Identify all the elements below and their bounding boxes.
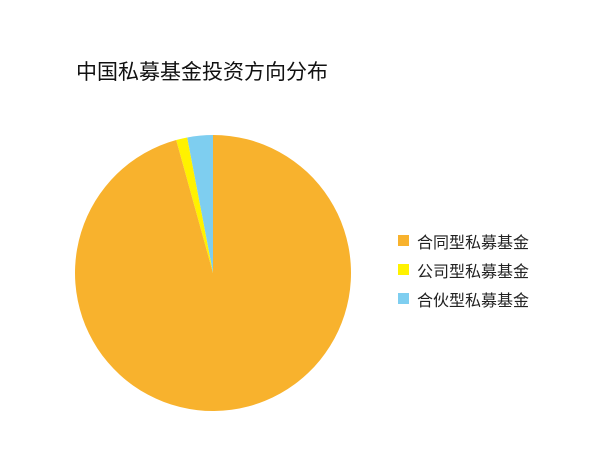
legend-swatch (398, 293, 409, 304)
legend-label: 合伙型私募基金 (417, 290, 530, 310)
legend-swatch (398, 235, 409, 246)
pie-slice-2 (75, 135, 352, 412)
pie-slice-1 (176, 137, 213, 273)
pie-slice-0 (187, 135, 213, 273)
legend-label: 公司型私募基金 (417, 261, 530, 281)
legend: 合同型私募基金 公司型私募基金 合伙型私募基金 (398, 226, 529, 313)
legend-label: 合同型私募基金 (417, 232, 530, 252)
legend-item: 合伙型私募基金 (398, 284, 529, 313)
legend-swatch (398, 264, 409, 275)
legend-item: 合同型私募基金 (398, 226, 529, 255)
legend-item: 公司型私募基金 (398, 255, 529, 284)
chart-title: 中国私募基金投资方向分布 (76, 60, 328, 84)
